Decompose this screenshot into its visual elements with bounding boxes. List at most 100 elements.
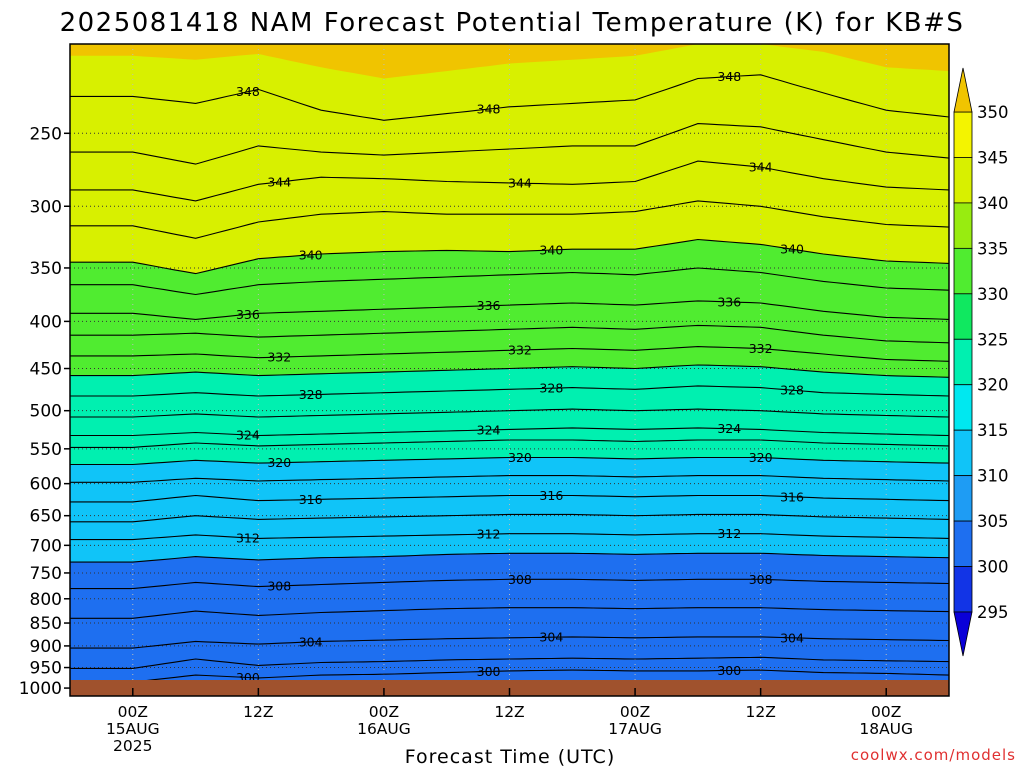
contour-label: 332 bbox=[267, 350, 291, 365]
contour-line-332 bbox=[70, 346, 949, 362]
contour-label: 324 bbox=[236, 428, 260, 443]
contour-label: 308 bbox=[749, 572, 773, 587]
y-tick-label: 350 bbox=[30, 259, 62, 279]
colorbar-label: 350 bbox=[977, 103, 1009, 122]
contour-label: 320 bbox=[749, 450, 773, 465]
contour-label: 312 bbox=[477, 527, 501, 542]
contour-label: 328 bbox=[780, 383, 804, 398]
colorbar-band bbox=[953, 202, 973, 249]
colorbar-label: 300 bbox=[977, 558, 1009, 577]
contour-line-348 bbox=[70, 74, 949, 121]
x-tick-label: 12Z bbox=[494, 703, 524, 721]
contour-line-342 bbox=[70, 200, 949, 239]
contour-line-322 bbox=[70, 439, 949, 448]
contour-label: 336 bbox=[236, 307, 260, 322]
contour-label: 312 bbox=[236, 530, 260, 545]
contour-label: 340 bbox=[780, 242, 804, 257]
colorbar-band bbox=[953, 520, 973, 567]
contour-line-320 bbox=[70, 456, 949, 466]
colorbar: 295 300 305 310 315 320 325 330 335 340 345 350 bbox=[953, 67, 1009, 657]
contour-line-324 bbox=[70, 427, 949, 437]
contour-label: 324 bbox=[717, 421, 741, 436]
colorbar-label: 345 bbox=[977, 148, 1009, 167]
colorbar-band bbox=[953, 293, 973, 340]
fill-band-340 bbox=[70, 44, 949, 274]
filled-contours bbox=[70, 44, 949, 696]
contour-line-334 bbox=[70, 324, 949, 344]
contour-lines bbox=[70, 74, 949, 683]
colorbar-label: 315 bbox=[977, 421, 1009, 440]
contour-line-326 bbox=[70, 408, 949, 418]
y-tick-label: 1000 bbox=[19, 679, 62, 699]
y-tick-label: 450 bbox=[30, 360, 62, 380]
contour-label: 344 bbox=[749, 160, 773, 175]
chart-title: 2025081418 NAM Forecast Potential Temper… bbox=[60, 8, 965, 38]
contour-label: 340 bbox=[299, 247, 323, 262]
colorbar-band bbox=[953, 429, 973, 477]
y-axis: 250 300 350 400 450 500 550 600 650 700 750 800 850 9… bbox=[19, 124, 70, 699]
contour-label: 340 bbox=[539, 243, 563, 258]
contour-line-314 bbox=[70, 513, 949, 523]
watermark-text: coolwx.com/models bbox=[851, 746, 1016, 764]
x-tick-label: 15AUG bbox=[106, 720, 160, 738]
contour-label: 332 bbox=[749, 341, 773, 356]
y-tick-label: 250 bbox=[30, 124, 62, 144]
contour-line-336 bbox=[70, 300, 949, 320]
contour-line-316 bbox=[70, 494, 949, 503]
contour-label: 348 bbox=[477, 102, 501, 117]
contour-line-312 bbox=[70, 533, 949, 541]
y-tick-label: 550 bbox=[30, 440, 62, 460]
colorbar-band bbox=[953, 566, 973, 613]
x-tick-label: 18AUG bbox=[859, 720, 913, 738]
x-tick-label: 16AUG bbox=[357, 720, 411, 738]
contour-line-306 bbox=[70, 607, 949, 619]
x-tick-label: 00Z bbox=[871, 703, 901, 721]
contour-label: 304 bbox=[299, 634, 323, 649]
contour-label: 320 bbox=[508, 450, 532, 465]
contour-label: 336 bbox=[477, 298, 501, 313]
contour-label: 344 bbox=[508, 176, 532, 191]
y-tick-label: 700 bbox=[30, 536, 62, 556]
contour-line-304 bbox=[70, 636, 949, 649]
colorbar-label: 340 bbox=[977, 194, 1009, 213]
y-tick-label: 600 bbox=[30, 475, 62, 495]
colorbar-band bbox=[953, 111, 973, 158]
colorbar-band bbox=[953, 475, 973, 522]
contour-line-340 bbox=[70, 238, 949, 275]
y-tick-label: 950 bbox=[30, 659, 62, 679]
colorbar-bottom-arrow bbox=[953, 611, 973, 657]
contour-label: 332 bbox=[508, 343, 532, 358]
y-tick-label: 850 bbox=[30, 614, 62, 634]
y-tick-label: 300 bbox=[30, 197, 62, 217]
contour-label: 304 bbox=[780, 630, 804, 645]
y-tick-label: 900 bbox=[30, 637, 62, 657]
contour-line-308 bbox=[70, 578, 949, 590]
colorbar-label: 320 bbox=[977, 376, 1009, 395]
contour-label: 300 bbox=[477, 664, 501, 679]
contour-label: 328 bbox=[539, 381, 563, 396]
contour-label: 328 bbox=[299, 387, 323, 402]
contour-label: 316 bbox=[539, 488, 563, 503]
contour-line-302 bbox=[70, 656, 949, 669]
contour-label: 316 bbox=[780, 489, 804, 504]
x-tick-label: 00Z bbox=[369, 703, 399, 721]
x-tick-label: 17AUG bbox=[608, 720, 662, 738]
colorbar-top-arrow bbox=[953, 67, 973, 113]
contour-line-344 bbox=[70, 160, 949, 202]
contour-label: 348 bbox=[236, 84, 260, 99]
colorbar-band bbox=[953, 157, 973, 204]
y-tick-label: 500 bbox=[30, 402, 62, 422]
y-tick-label: 400 bbox=[30, 312, 62, 332]
colorbar-label: 330 bbox=[977, 285, 1009, 304]
contour-label: 312 bbox=[717, 526, 741, 541]
contour-line-310 bbox=[70, 552, 949, 563]
contour-line-330 bbox=[70, 364, 949, 378]
x-tick-label: 12Z bbox=[745, 703, 775, 721]
y-tick-label: 650 bbox=[30, 507, 62, 527]
contour-label: 348 bbox=[717, 69, 741, 84]
x-tick-label: 00Z bbox=[118, 703, 148, 721]
